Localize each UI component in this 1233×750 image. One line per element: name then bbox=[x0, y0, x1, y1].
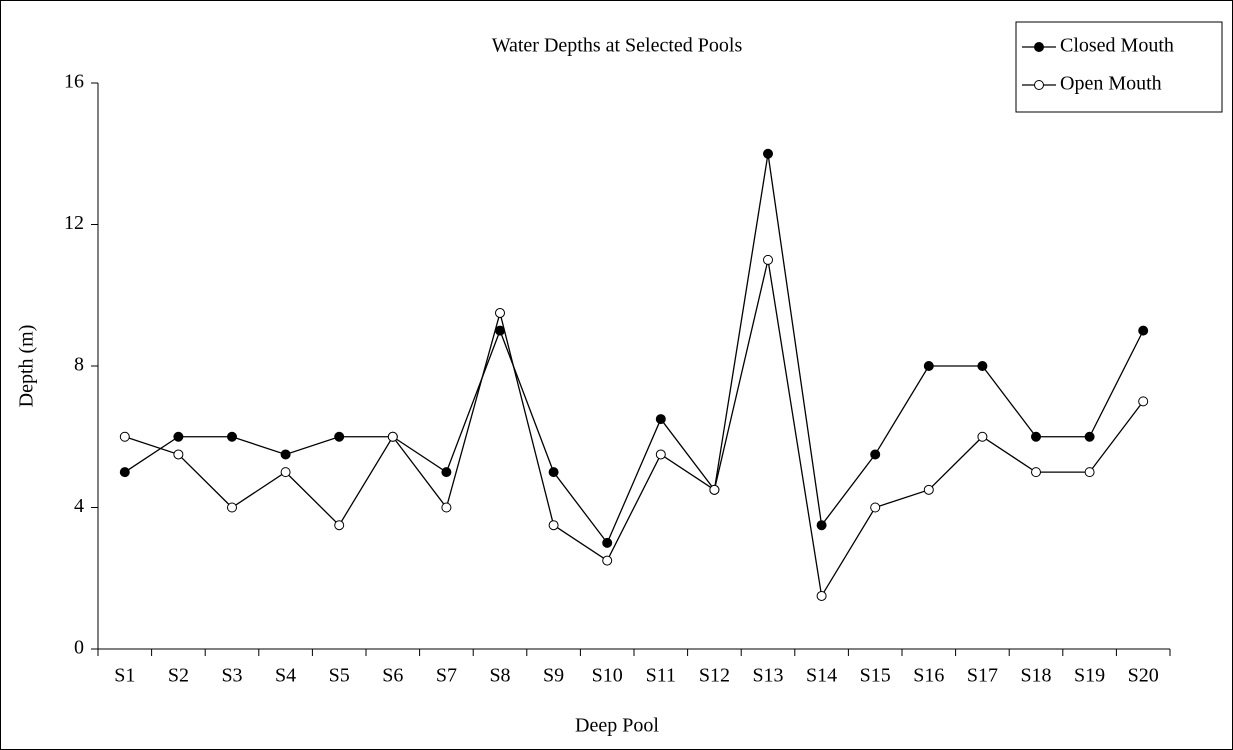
x-tick-label: S4 bbox=[275, 665, 296, 687]
data-point bbox=[495, 307, 505, 318]
data-point bbox=[709, 484, 720, 495]
data-point bbox=[763, 254, 773, 265]
data-point bbox=[763, 148, 773, 159]
data-point bbox=[602, 555, 613, 566]
data-point bbox=[1138, 325, 1149, 336]
x-tick-label: S1 bbox=[114, 665, 135, 687]
x-tick-label: S6 bbox=[382, 665, 403, 687]
legend-label: Closed Mouth bbox=[1060, 35, 1174, 57]
data-point bbox=[495, 325, 505, 336]
x-tick-label: S2 bbox=[168, 665, 189, 687]
x-tick-label: S5 bbox=[329, 665, 350, 687]
x-tick-label: S16 bbox=[913, 665, 944, 687]
data-point bbox=[816, 520, 827, 531]
x-tick-label: S14 bbox=[806, 665, 837, 687]
data-point bbox=[227, 502, 237, 513]
legend-marker bbox=[1034, 80, 1044, 90]
x-tick-label: S12 bbox=[699, 665, 730, 687]
data-point bbox=[977, 361, 988, 371]
legend-box bbox=[1015, 21, 1223, 113]
data-point bbox=[334, 520, 345, 531]
series-line bbox=[124, 153, 1144, 545]
data-point bbox=[1031, 467, 1041, 478]
y-tick-label: 16 bbox=[64, 71, 84, 93]
data-point bbox=[119, 467, 130, 478]
data-point bbox=[923, 484, 934, 495]
data-point bbox=[1138, 396, 1149, 407]
legend-marker bbox=[1034, 42, 1044, 52]
series-line bbox=[124, 259, 1144, 598]
data-point bbox=[655, 414, 666, 425]
x-tick-label: S15 bbox=[860, 665, 891, 687]
x-tick-label: S8 bbox=[489, 665, 510, 687]
data-point bbox=[227, 431, 237, 442]
data-point bbox=[548, 520, 559, 531]
data-point bbox=[119, 431, 130, 442]
x-tick-label: S10 bbox=[592, 665, 623, 687]
x-tick-label: S20 bbox=[1128, 665, 1159, 687]
data-point bbox=[548, 467, 559, 478]
data-point bbox=[280, 467, 291, 478]
x-tick-label: S9 bbox=[543, 665, 564, 687]
chart-title: Water Depths at Selected Pools bbox=[492, 35, 743, 57]
data-point bbox=[173, 449, 184, 460]
x-tick-label: S7 bbox=[436, 665, 457, 687]
data-point bbox=[602, 537, 613, 548]
legend-label: Open Mouth bbox=[1060, 73, 1162, 95]
y-tick-label: 4 bbox=[74, 495, 84, 517]
data-point bbox=[334, 431, 345, 442]
data-point bbox=[870, 449, 881, 460]
y-tick-label: 8 bbox=[74, 354, 84, 376]
data-point bbox=[280, 449, 291, 460]
data-point bbox=[655, 449, 666, 460]
y-tick-label: 12 bbox=[64, 212, 84, 234]
data-point bbox=[816, 590, 827, 601]
x-tick-label: S3 bbox=[221, 665, 242, 687]
x-tick-label: S18 bbox=[1020, 665, 1051, 687]
y-axis-label: Depth (m) bbox=[16, 325, 38, 408]
data-point bbox=[1084, 467, 1095, 478]
data-point bbox=[441, 502, 452, 513]
data-point bbox=[173, 431, 184, 442]
data-point bbox=[1084, 431, 1095, 442]
data-point bbox=[387, 431, 398, 442]
x-tick-label: S11 bbox=[646, 665, 676, 687]
x-tick-label: S17 bbox=[967, 665, 998, 687]
x-tick-label: S13 bbox=[752, 665, 783, 687]
x-axis-label: Deep Pool bbox=[575, 715, 659, 737]
x-tick-label: S19 bbox=[1074, 665, 1105, 687]
data-point bbox=[441, 467, 452, 478]
data-point bbox=[977, 431, 988, 442]
data-point bbox=[870, 502, 881, 513]
y-tick-label: 0 bbox=[74, 637, 84, 659]
data-point bbox=[923, 361, 934, 371]
data-point bbox=[1031, 431, 1041, 442]
